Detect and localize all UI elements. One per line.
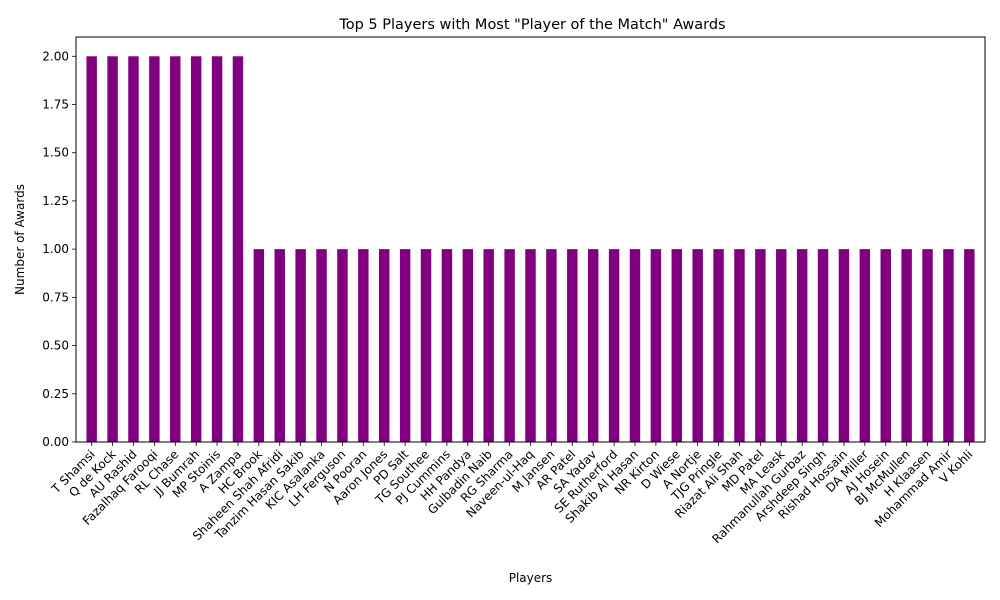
bar-1 [107,56,118,442]
y-tick-label: 2.00 [42,49,69,63]
y-tick-label: 1.50 [42,146,69,160]
bar-19 [483,249,494,442]
bar-13 [358,249,369,442]
bar-0 [86,56,97,442]
bar-10 [295,249,306,442]
y-tick-label: 1.00 [42,242,69,256]
bar-32 [755,249,766,442]
bar-3 [149,56,160,442]
bar-39 [901,249,912,442]
bar-24 [587,249,599,442]
y-tick-label: 1.25 [42,194,69,208]
bar-11 [316,249,327,442]
bar-23 [567,249,578,442]
bar-16 [420,249,432,442]
bar-22 [546,249,557,442]
bar-5 [190,56,202,442]
bar-40 [922,249,933,442]
bar-9 [274,249,285,442]
bar-15 [399,249,411,442]
bar-17 [441,249,453,442]
bar-27 [650,249,662,442]
bar-14 [379,249,390,442]
bar-7 [232,56,244,442]
y-axis: 0.00 0.25 0.50 0.75 1.00 1.25 1.50 1.75 2.00 [42,49,76,449]
x-axis-label: Players [509,571,553,585]
bar-21 [525,249,536,442]
y-tick-label: 0.50 [42,339,69,353]
bar-12 [337,249,348,442]
chart-title: Top 5 Players with Most "Player of the M… [338,17,725,33]
y-tick-label: 0.75 [42,290,69,304]
bar-25 [608,249,620,442]
bar-30 [713,249,724,442]
bar-26 [629,249,641,442]
bar-2 [128,56,139,442]
y-tick-label: 0.00 [42,435,69,449]
bar-36 [838,249,850,442]
bar-33 [776,249,787,442]
bar-41 [943,249,954,442]
bar-4 [170,56,181,442]
bar-18 [462,249,474,442]
y-axis-label: Number of Awards [13,184,27,295]
bar-37 [859,249,871,442]
bar-42 [964,249,975,442]
bar-28 [671,249,682,442]
y-tick-label: 0.25 [42,387,69,401]
bar-20 [504,249,515,442]
bars-group [86,56,975,442]
bar-38 [880,249,891,442]
bar-31 [734,249,745,442]
plot-frame [75,36,986,443]
y-tick-label: 1.75 [42,98,69,112]
bar-6 [211,56,223,442]
bar-34 [796,249,808,442]
bar-8 [253,249,265,442]
bar-35 [817,249,829,442]
bar-29 [692,249,703,442]
